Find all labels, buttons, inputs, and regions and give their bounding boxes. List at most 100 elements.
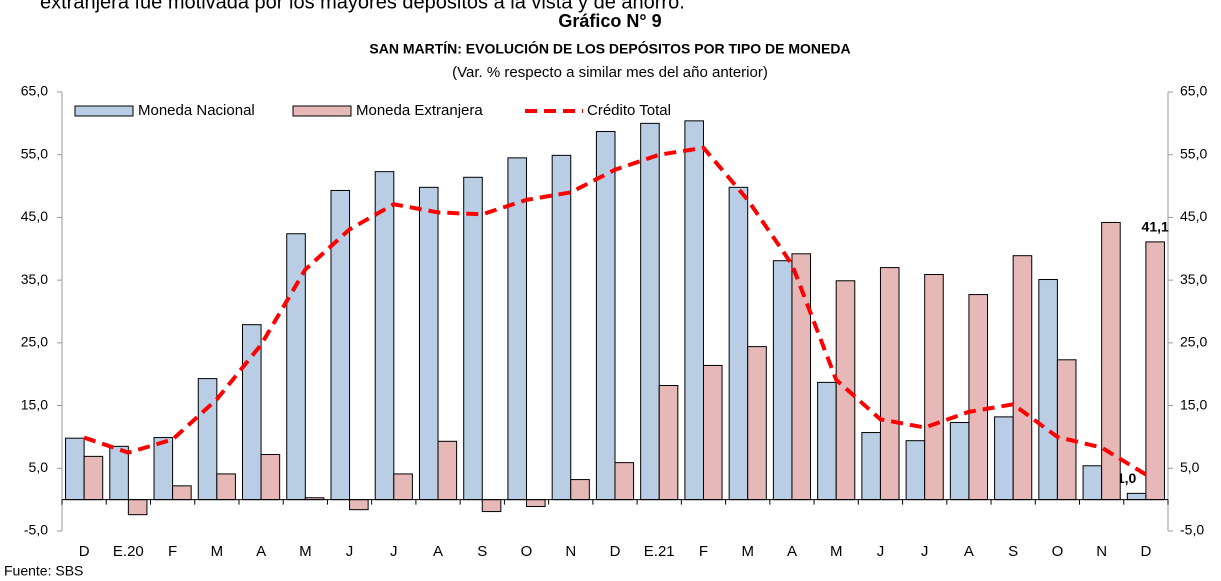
bar: [1082, 465, 1103, 501]
x-tick-label: D: [79, 543, 90, 560]
legend-swatch: [74, 105, 134, 117]
bar: [747, 346, 767, 501]
y-tick-label: 15,0: [21, 396, 48, 412]
bar: [1012, 255, 1033, 501]
bar: [172, 485, 192, 501]
y2-tick-label: 5,0: [1180, 459, 1200, 475]
bar: [994, 416, 1014, 501]
x-tick-label: J: [346, 543, 354, 560]
y2-tick-label: 65,0: [1180, 83, 1207, 99]
y-tick-label: 55,0: [21, 145, 48, 161]
value-label: 41,1: [1142, 219, 1169, 235]
bar: [463, 176, 483, 501]
x-tick-label: S: [477, 543, 487, 560]
bar: [595, 131, 616, 501]
bar: [374, 171, 395, 501]
bar: [349, 499, 369, 511]
bar: [640, 122, 660, 501]
bar: [879, 267, 900, 501]
x-tick-label: M: [741, 543, 754, 560]
y-tick-label: 35,0: [21, 271, 48, 287]
x-tick-label: O: [521, 543, 533, 560]
chart-title: Gráfico N° 9: [558, 11, 661, 31]
y-tick-label: 5,0: [29, 459, 49, 475]
y-tick-label: 65,0: [21, 83, 48, 99]
bar: [905, 440, 926, 501]
y2-tick-label: 35,0: [1180, 271, 1207, 287]
legend-swatch: [292, 105, 352, 117]
source: Fuente: SBS: [4, 563, 83, 579]
x-tick-label: E.20: [113, 543, 144, 560]
legend-label: Moneda Nacional: [138, 102, 255, 119]
x-tick-label: A: [256, 543, 266, 560]
x-tick-label: M: [830, 543, 843, 560]
bar: [260, 453, 281, 501]
bar: [658, 385, 679, 501]
x-tick-label: M: [299, 543, 312, 560]
y-tick-label: 45,0: [21, 208, 48, 224]
y2-tick-label: -5,0: [1180, 522, 1204, 538]
bar: [684, 120, 704, 501]
x-tick-label: M: [211, 543, 224, 560]
y-tick-label: 25,0: [21, 334, 48, 350]
bar: [83, 455, 104, 501]
value-label: 1,0: [1117, 470, 1137, 486]
bar: [570, 479, 590, 501]
x-tick-label: N: [1096, 543, 1107, 560]
legend-label: Crédito Total: [587, 102, 671, 119]
y2-tick-label: 45,0: [1180, 208, 1207, 224]
bar: [1145, 241, 1165, 501]
y-tick-label: -5,0: [24, 522, 48, 538]
bar: [197, 378, 218, 501]
x-tick-label: D: [1140, 543, 1151, 560]
y2-tick-label: 55,0: [1180, 145, 1207, 161]
x-tick-label: A: [433, 543, 443, 560]
bar: [551, 154, 572, 501]
bar: [65, 437, 85, 501]
bar: [728, 186, 749, 501]
x-tick-label: S: [1008, 543, 1018, 560]
x-tick-label: F: [168, 543, 177, 560]
bar: [109, 445, 129, 501]
bar: [418, 186, 439, 501]
x-tick-label: J: [877, 543, 885, 560]
bar: [216, 473, 236, 501]
bar: [393, 473, 413, 501]
bar: [614, 462, 635, 501]
bar: [817, 381, 837, 501]
chart-subtitle: SAN MARTÍN: EVOLUCIÓN DE LOS DEPÓSITOS P…: [369, 40, 850, 57]
bar: [153, 437, 174, 501]
bar: [772, 260, 793, 501]
bar: [1126, 492, 1147, 501]
bar: [949, 422, 970, 501]
intro-text: extranjera fue motivada por los mayores …: [40, 0, 685, 13]
bar: [526, 499, 546, 508]
bar: [1038, 279, 1058, 501]
x-tick-label: E.21: [644, 543, 675, 560]
bar: [968, 294, 989, 501]
bar: [437, 440, 458, 501]
y2-tick-label: 25,0: [1180, 334, 1207, 350]
bar: [861, 432, 881, 501]
bar: [1056, 359, 1077, 501]
x-tick-label: F: [699, 543, 708, 560]
legend-label: Moneda Extranjera: [356, 102, 483, 119]
bar: [481, 499, 502, 513]
line: [83, 145, 1147, 477]
x-tick-label: O: [1052, 543, 1064, 560]
y2-tick-label: 15,0: [1180, 396, 1207, 412]
x-tick-label: J: [921, 543, 929, 560]
x-tick-label: D: [610, 543, 621, 560]
x-tick-label: J: [390, 543, 398, 560]
x-tick-label: A: [964, 543, 974, 560]
bar: [1101, 221, 1121, 501]
bar: [127, 499, 148, 516]
bar: [330, 189, 351, 501]
bar: [702, 364, 723, 501]
chart-note: (Var. % respecto a similar mes del año a…: [452, 64, 768, 81]
bar: [507, 157, 528, 501]
x-tick-label: A: [787, 543, 797, 560]
x-tick-label: N: [565, 543, 576, 560]
